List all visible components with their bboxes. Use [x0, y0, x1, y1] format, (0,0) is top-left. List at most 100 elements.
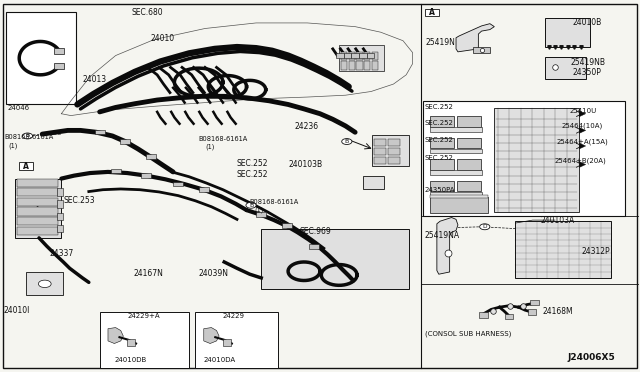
Text: 24039N: 24039N — [198, 269, 228, 278]
Circle shape — [342, 138, 352, 144]
Bar — [17, 227, 58, 235]
Bar — [336, 52, 344, 58]
Bar — [223, 339, 230, 346]
Text: SEC.253: SEC.253 — [63, 196, 95, 205]
Text: B: B — [26, 134, 29, 138]
Bar — [364, 52, 371, 60]
Bar — [57, 188, 63, 196]
Polygon shape — [579, 161, 586, 167]
Text: 25410U: 25410U — [569, 109, 596, 115]
Text: SEC.252: SEC.252 — [425, 137, 454, 143]
Text: B: B — [249, 203, 253, 208]
Bar — [341, 61, 348, 70]
Polygon shape — [108, 328, 124, 343]
Bar — [100, 312, 189, 368]
Text: 24046: 24046 — [7, 105, 29, 111]
Bar — [111, 169, 121, 173]
Text: 25419N: 25419N — [426, 38, 455, 47]
Text: 24337: 24337 — [49, 249, 74, 258]
Bar — [372, 135, 410, 166]
Bar — [458, 138, 481, 148]
Bar — [388, 139, 400, 146]
Bar — [17, 217, 58, 225]
Bar — [19, 162, 33, 170]
Text: 24167N: 24167N — [134, 269, 163, 278]
Circle shape — [22, 133, 33, 139]
Bar — [127, 339, 135, 346]
Bar — [17, 198, 58, 206]
Polygon shape — [437, 218, 458, 274]
Bar — [530, 300, 539, 305]
Text: 24236: 24236 — [294, 122, 319, 131]
Bar — [173, 182, 183, 186]
Text: 24010DA: 24010DA — [204, 357, 236, 363]
Bar — [120, 139, 131, 144]
Bar — [26, 272, 63, 295]
Text: 24229+A: 24229+A — [127, 314, 160, 320]
Bar — [431, 181, 454, 191]
Text: SEC.969: SEC.969 — [300, 227, 332, 236]
Bar — [431, 149, 481, 153]
Text: SEC.252: SEC.252 — [425, 104, 454, 110]
Bar — [17, 179, 58, 187]
Bar — [431, 192, 481, 196]
Bar — [431, 170, 481, 175]
Bar — [344, 52, 351, 58]
Text: 25419NB: 25419NB — [570, 58, 605, 67]
Text: SEC.252: SEC.252 — [425, 155, 454, 161]
Bar — [146, 154, 156, 159]
Circle shape — [38, 280, 51, 288]
Text: 24010I: 24010I — [4, 306, 30, 315]
Polygon shape — [579, 111, 586, 117]
Bar — [458, 159, 481, 170]
Bar — [545, 19, 590, 47]
Bar — [431, 197, 488, 213]
Text: 240103B: 240103B — [288, 160, 322, 169]
Bar — [6, 12, 76, 105]
Circle shape — [479, 224, 490, 230]
Bar — [17, 208, 58, 216]
Bar — [349, 52, 355, 60]
Bar — [388, 148, 400, 155]
Bar — [351, 52, 359, 58]
Bar — [57, 225, 63, 232]
Text: 24010DB: 24010DB — [115, 357, 147, 363]
Bar — [349, 61, 355, 70]
Bar — [424, 101, 625, 216]
Bar — [261, 229, 410, 289]
Bar — [431, 195, 488, 198]
Circle shape — [246, 202, 256, 208]
Bar — [426, 9, 440, 16]
Text: B08168-6161A: B08168-6161A — [4, 134, 53, 140]
Text: B08168-6161A: B08168-6161A — [250, 199, 299, 205]
Text: 25464+A(15A): 25464+A(15A) — [556, 139, 608, 145]
Text: SEC.252: SEC.252 — [237, 159, 269, 168]
Polygon shape — [579, 128, 586, 134]
Bar — [431, 159, 454, 170]
Text: 24350PA: 24350PA — [425, 187, 455, 193]
Text: SEC.252: SEC.252 — [425, 120, 454, 126]
Text: (1): (1) — [205, 144, 214, 150]
Text: D: D — [483, 224, 487, 229]
Bar — [431, 116, 454, 127]
Polygon shape — [579, 143, 586, 149]
Bar — [388, 157, 400, 164]
Text: (CONSOL SUB HARNESS): (CONSOL SUB HARNESS) — [425, 331, 511, 337]
Text: 24168M: 24168M — [542, 307, 573, 317]
Bar — [458, 116, 481, 127]
Text: SEC.252: SEC.252 — [237, 170, 269, 179]
Bar — [458, 181, 481, 191]
Text: A: A — [23, 162, 29, 171]
Bar — [479, 312, 488, 318]
Bar — [198, 187, 209, 192]
Bar — [545, 57, 586, 78]
Bar — [54, 48, 64, 54]
Text: SEC.680: SEC.680 — [132, 9, 163, 17]
Text: J24006X5: J24006X5 — [568, 353, 616, 362]
Bar — [15, 179, 61, 238]
Bar — [374, 157, 386, 164]
Bar — [341, 52, 348, 60]
Polygon shape — [456, 24, 494, 52]
Bar — [195, 312, 278, 368]
Text: 24010: 24010 — [151, 34, 175, 43]
